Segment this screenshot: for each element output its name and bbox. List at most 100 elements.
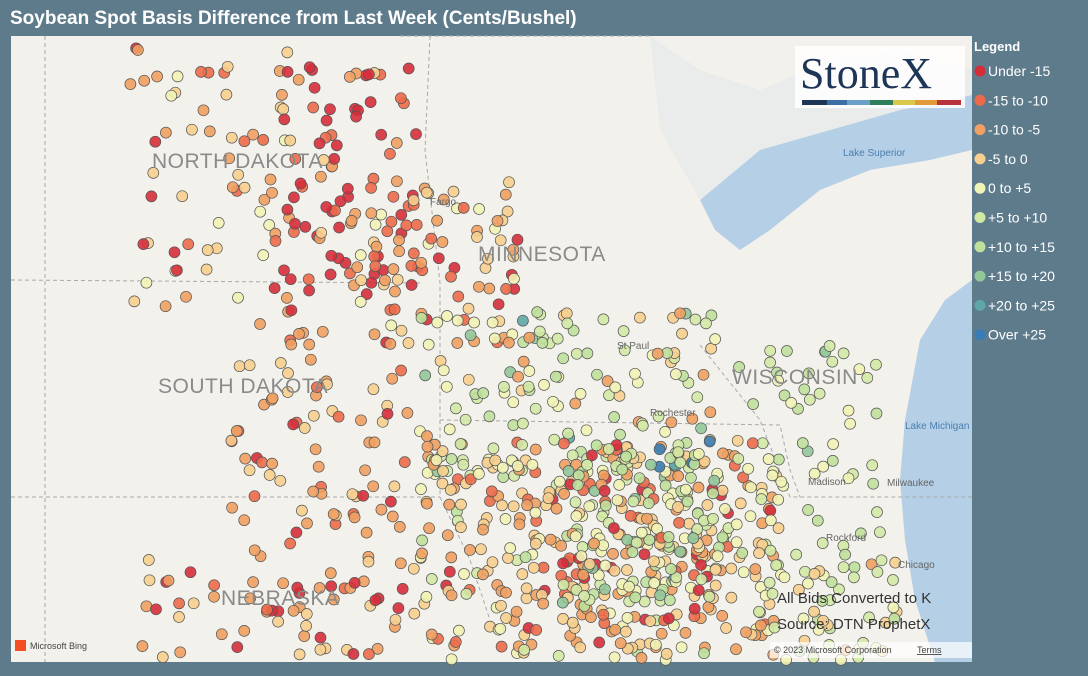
basis-dot <box>408 607 421 620</box>
basis-dot <box>402 62 415 75</box>
basis-dot <box>314 643 327 656</box>
terms-link[interactable]: Terms <box>917 645 942 655</box>
legend-label: +5 to +10 <box>988 210 1047 226</box>
basis-dot <box>599 583 611 596</box>
basis-dot <box>402 337 415 349</box>
city-label: Milwaukee <box>887 478 935 489</box>
basis-dot <box>160 126 172 139</box>
basis-dot <box>817 460 830 473</box>
basis-dot <box>299 221 312 233</box>
basis-dot <box>614 637 627 650</box>
basis-dot <box>491 215 504 227</box>
basis-dot <box>247 576 259 588</box>
basis-dot <box>660 648 673 660</box>
basis-dot <box>298 422 311 434</box>
basis-dot <box>437 364 450 377</box>
basis-dot <box>599 559 612 572</box>
basis-dot <box>325 580 338 593</box>
basis-dot <box>142 554 155 566</box>
basis-dot <box>663 594 676 607</box>
basis-dot <box>389 613 402 626</box>
basis-dot <box>365 207 378 220</box>
basis-dot <box>641 512 653 525</box>
basis-dot <box>719 503 731 515</box>
basis-dot <box>507 419 520 431</box>
basis-dot <box>303 61 316 74</box>
basis-dot <box>808 568 821 580</box>
basis-dot <box>792 583 805 596</box>
basis-dot <box>502 552 514 564</box>
basis-dot <box>709 333 721 345</box>
basis-dot <box>665 416 678 429</box>
basis-dot <box>365 182 377 194</box>
state-label: WISCONSIN <box>732 366 858 389</box>
city-label: Chicago <box>898 560 935 571</box>
basis-dot <box>437 465 449 477</box>
basis-dot <box>407 247 420 260</box>
basis-dot <box>156 651 169 663</box>
basis-dot <box>457 202 470 214</box>
basis-dot <box>162 574 175 587</box>
brand: StoneX <box>800 49 932 98</box>
basis-dot <box>803 367 815 380</box>
basis-dot <box>613 479 626 491</box>
basis-dot <box>420 591 433 603</box>
basis-dot <box>432 252 445 265</box>
basis-dot <box>785 397 798 409</box>
basis-dot <box>705 309 718 322</box>
basis-dot <box>520 592 533 605</box>
basis-dot <box>261 603 273 616</box>
basis-dot <box>281 292 293 304</box>
basis-dot <box>445 653 458 666</box>
basis-dot <box>488 332 501 345</box>
basis-dot <box>635 526 648 539</box>
basis-dot <box>445 551 458 564</box>
basis-dot <box>293 328 305 340</box>
basis-dot <box>553 475 566 488</box>
basis-dot <box>500 283 512 295</box>
basis-dot <box>725 562 738 575</box>
basis-dot <box>716 610 729 622</box>
basis-dot <box>385 495 397 508</box>
basis-dot <box>527 561 540 574</box>
basis-dot <box>307 101 320 114</box>
basis-dot <box>437 193 450 206</box>
basis-dot <box>688 602 701 615</box>
basis-dot <box>529 506 542 519</box>
basis-dot <box>447 185 460 198</box>
basis-dot <box>348 511 361 524</box>
basis-dot <box>636 419 649 432</box>
basis-dot <box>285 338 298 351</box>
basis-dot <box>753 547 765 559</box>
basis-dot <box>744 510 757 523</box>
basis-dot <box>184 566 197 579</box>
basis-dot <box>630 536 643 549</box>
basis-dot <box>436 445 449 457</box>
basis-dot <box>425 573 438 585</box>
basis-dot <box>333 221 345 234</box>
basis-dot <box>419 369 432 382</box>
basis-dot <box>395 324 408 337</box>
basis-dot <box>362 555 375 568</box>
basis-dot <box>675 641 688 654</box>
basis-dot <box>772 453 785 466</box>
basis-dot <box>281 203 294 216</box>
basis-dot <box>462 373 475 386</box>
basis-dot <box>720 622 732 634</box>
basis-dot <box>277 577 289 590</box>
basis-dot <box>517 417 529 430</box>
basis-dot <box>560 307 573 320</box>
basis-dot <box>320 201 333 213</box>
basis-dot <box>450 402 462 415</box>
basis-dot <box>225 131 238 144</box>
basis-dot <box>686 412 699 425</box>
basis-dot <box>458 568 470 580</box>
basis-dot <box>520 582 533 595</box>
basis-dot <box>174 646 187 659</box>
basis-dot <box>756 437 769 450</box>
basis-dot <box>653 443 666 456</box>
basis-dot <box>648 555 660 568</box>
basis-dot <box>248 490 261 503</box>
basis-dot <box>289 217 301 230</box>
basis-dot <box>147 167 160 179</box>
